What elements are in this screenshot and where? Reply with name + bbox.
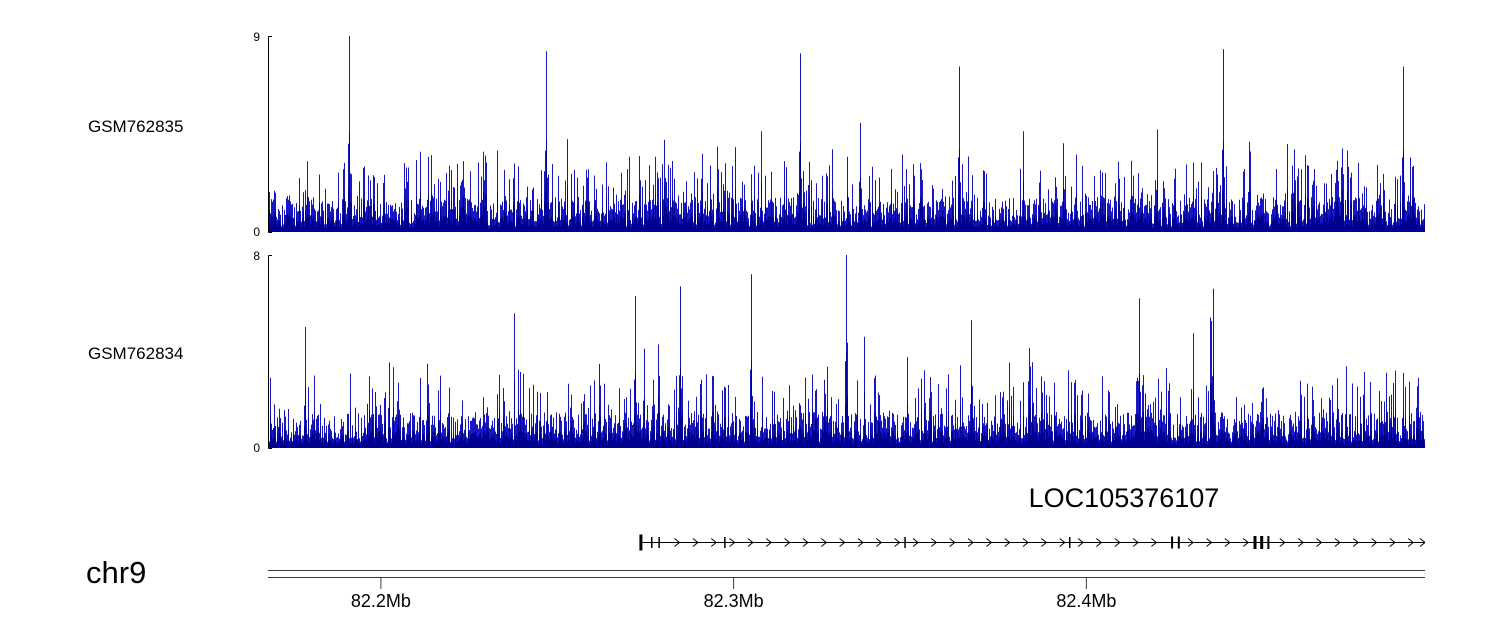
track2-ymax-tick: 8: [253, 249, 260, 263]
track-label-gsm762834: GSM762834: [88, 344, 184, 363]
axis-tick-label-82-2mb: 82.2Mb: [350, 591, 411, 611]
gene-model-track: [639, 534, 1425, 551]
track1-ymax-tick: 9: [253, 30, 260, 44]
y-axis: [268, 255, 272, 449]
track1-ymin-tick: 0: [253, 225, 260, 239]
axis-lines: [268, 570, 1425, 578]
axis-tick-label-82-3mb: 82.3Mb: [703, 591, 764, 611]
coverage-bars: [268, 36, 1425, 232]
exon-marks: [639, 534, 1270, 551]
track2-ymin-tick: 0: [253, 441, 260, 455]
chromosome-label: chr9: [86, 555, 147, 590]
track2-coverage-plot: [268, 255, 1425, 449]
axis-tick-label-82-4mb: 82.4Mb: [1056, 591, 1117, 611]
genome-axis: [268, 570, 1425, 589]
gene-label: LOC105376107: [1028, 483, 1220, 513]
strand-arrows: [674, 538, 1425, 547]
axis-ticks: [380, 577, 1087, 589]
y-axis: [268, 36, 272, 233]
track-label-gsm762835: GSM762835: [88, 117, 184, 136]
track1-coverage-plot: [268, 36, 1425, 233]
coverage-bars-dense: [268, 134, 1425, 232]
